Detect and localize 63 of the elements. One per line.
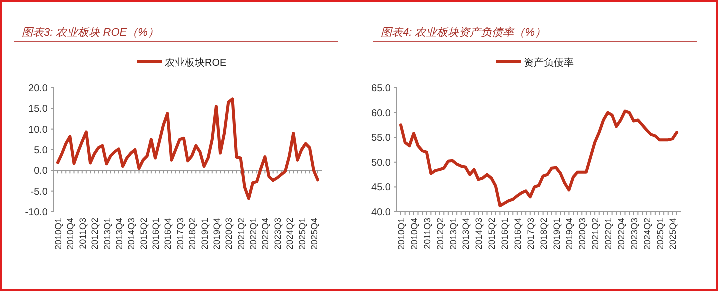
x-tick-label: 2010Q4 [66, 218, 76, 250]
x-tick-label: 2016Q4 [512, 218, 523, 250]
x-tick-label: 2010Q4 [409, 218, 420, 250]
x-tick-label: 2022Q1 [604, 218, 614, 250]
chart-title: 图表4: 农业板块资产负债率（%） [381, 26, 546, 39]
y-tick-label: 60.0 [372, 108, 392, 120]
y-tick-label: 0.0 [34, 166, 48, 178]
x-tick-label: 2019Q4 [212, 218, 222, 250]
x-tick-label: 2017Q3 [175, 218, 186, 250]
x-tick-label: 2014Q3 [126, 218, 137, 250]
x-tick-label: 2019Q1 [200, 218, 210, 250]
x-tick-label: 2023Q3 [272, 218, 283, 250]
x-tick-label: 2015Q2 [138, 218, 149, 250]
legend-label: 资产负债率 [524, 57, 574, 69]
x-tick-label: 2023Q3 [629, 218, 640, 250]
x-tick-label: 2010Q1 [54, 218, 64, 250]
x-tick-label: 2011Q3 [78, 218, 88, 250]
x-tick-label: 2025Q4 [668, 218, 678, 250]
y-tick-label: 45.0 [372, 182, 392, 194]
x-tick-label: 2010Q1 [396, 218, 406, 250]
x-tick-label: 2022Q4 [616, 218, 626, 250]
x-tick-label: 2013Q1 [448, 218, 458, 250]
y-tick-label: -10.0 [25, 208, 48, 218]
x-tick-label: 2025Q1 [297, 218, 308, 250]
x-tick-label: 2018Q2 [538, 218, 549, 250]
x-tick-label: 2014Q3 [474, 218, 484, 250]
x-tick-label: 2012Q2 [435, 218, 446, 250]
x-tick-label: 2016Q1 [151, 218, 161, 250]
y-tick-label: 50.0 [372, 158, 392, 169]
x-tick-label: 2011Q3 [422, 218, 432, 250]
line-series [56, 98, 320, 200]
x-tick-label: 2021Q2 [236, 218, 246, 250]
x-tick-label: 2016Q4 [163, 218, 174, 250]
x-tick-label: 2016Q1 [500, 218, 510, 250]
chart-title: 图表3: 农业板块 ROE（%） [22, 26, 159, 39]
y-tick-label: -5.0 [30, 186, 48, 198]
x-tick-label: 2020Q3 [224, 218, 234, 250]
legend-label: 农业板块ROE [165, 57, 227, 69]
x-tick-label: 2021Q2 [590, 218, 601, 250]
x-tick-label: 2013Q1 [102, 218, 112, 250]
x-tick-label: 2019Q4 [564, 218, 575, 250]
x-tick-label: 2024Q2 [285, 218, 296, 250]
y-tick-label: 10.0 [28, 124, 48, 136]
y-tick-label: 15.0 [28, 104, 48, 116]
y-tick-label: 55.0 [372, 133, 392, 144]
x-tick-label: 2012Q2 [90, 218, 100, 250]
y-tick-label: 5.0 [34, 146, 48, 156]
x-tick-label: 2025Q1 [655, 218, 666, 250]
line-series [400, 110, 678, 208]
x-tick-label: 2018Q2 [188, 218, 198, 250]
x-tick-label: 2022Q1 [248, 218, 258, 250]
x-tick-label: 2019Q1 [552, 218, 562, 250]
x-tick-label: 2013Q4 [461, 218, 472, 250]
x-tick-label: 2020Q3 [578, 218, 588, 250]
x-tick-label: 2017Q3 [526, 218, 536, 250]
y-tick-label: 40.0 [372, 208, 392, 218]
y-tick-label: 20.0 [28, 84, 48, 94]
y-tick-label: 65.0 [372, 84, 392, 94]
x-tick-label: 2015Q2 [487, 218, 498, 250]
x-tick-label: 2022Q4 [260, 218, 271, 250]
x-tick-label: 2013Q4 [114, 218, 124, 250]
x-tick-label: 2025Q4 [309, 218, 320, 250]
x-tick-label: 2024Q2 [642, 218, 652, 250]
